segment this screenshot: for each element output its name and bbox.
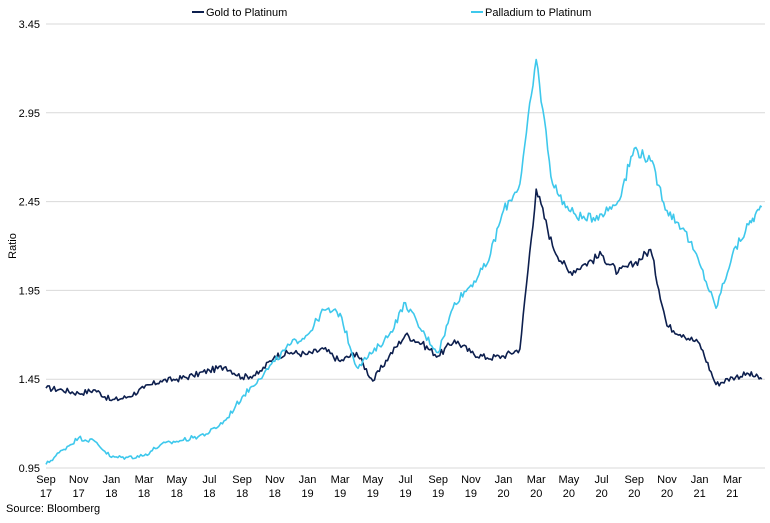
x-tick-label: May xyxy=(362,474,383,486)
legend-label: Gold to Platinum xyxy=(206,7,287,19)
x-tick-label: Sep xyxy=(428,474,448,486)
x-tick-label: Nov xyxy=(69,474,89,486)
legend: Gold to Platinum Palladium to Platinum xyxy=(192,7,591,19)
x-tick-label: May xyxy=(166,474,187,486)
x-tick-label: Sep xyxy=(624,474,644,486)
y-tick-label: 3.45 xyxy=(19,19,40,31)
x-tick-year: 20 xyxy=(628,488,640,500)
x-tick-year: 17 xyxy=(73,488,85,500)
x-tick-year: 20 xyxy=(497,488,509,500)
x-tick-label: Sep xyxy=(36,474,56,486)
x-tick-year: 18 xyxy=(269,488,281,500)
x-tick-label: Nov xyxy=(657,474,677,486)
x-tick-label: Jan xyxy=(691,474,709,486)
x-axis: Sep 17 Nov 17 Jan 18 Mar 18 May 18 Jul 18 Sep 18 Nov 18… xyxy=(36,474,742,500)
x-tick-label: Mar xyxy=(723,474,742,486)
y-tick-label: 0.95 xyxy=(19,463,40,475)
x-tick-label: Jan xyxy=(495,474,513,486)
series-line-gold-platinum xyxy=(45,188,763,402)
source-note: Source: Bloomberg xyxy=(6,503,101,515)
x-tick-year: 20 xyxy=(563,488,575,500)
y-tick-label: 1.95 xyxy=(19,285,40,297)
x-tick-label: Mar xyxy=(331,474,350,486)
x-tick-year: 19 xyxy=(432,488,444,500)
x-tick-year: 18 xyxy=(105,488,117,500)
x-tick-year: 19 xyxy=(301,488,313,500)
x-tick-year: 21 xyxy=(694,488,706,500)
x-tick-label: Mar xyxy=(527,474,546,486)
x-tick-label: Jan xyxy=(299,474,317,486)
legend-label: Palladium to Platinum xyxy=(485,7,591,19)
x-tick-label: May xyxy=(559,474,580,486)
series-lines xyxy=(45,58,763,465)
x-tick-label: Jul xyxy=(398,474,412,486)
x-tick-year: 18 xyxy=(203,488,215,500)
x-tick-label: Nov xyxy=(265,474,285,486)
y-tick-label: 1.45 xyxy=(19,374,40,386)
x-tick-year: 19 xyxy=(367,488,379,500)
gridlines xyxy=(46,23,765,469)
y-tick-label: 2.95 xyxy=(19,108,40,120)
y-tick-label: 2.45 xyxy=(19,197,40,209)
x-tick-year: 19 xyxy=(334,488,346,500)
x-tick-year: 21 xyxy=(726,488,738,500)
x-tick-year: 19 xyxy=(465,488,477,500)
x-tick-label: Sep xyxy=(232,474,252,486)
x-tick-label: Mar xyxy=(135,474,154,486)
x-tick-year: 17 xyxy=(40,488,52,500)
x-tick-label: Jan xyxy=(102,474,120,486)
x-tick-year: 18 xyxy=(236,488,248,500)
x-tick-label: Nov xyxy=(461,474,481,486)
x-tick-year: 20 xyxy=(595,488,607,500)
x-tick-label: Jul xyxy=(202,474,216,486)
x-tick-label: Jul xyxy=(595,474,609,486)
y-axis-label: Ratio xyxy=(7,233,19,259)
x-tick-year: 18 xyxy=(171,488,183,500)
x-tick-year: 19 xyxy=(399,488,411,500)
series-line-palladium-platinum xyxy=(45,58,763,465)
y-axis: 3.45 2.95 2.45 1.95 1.45 0.95 xyxy=(19,19,40,475)
x-tick-year: 18 xyxy=(138,488,150,500)
x-tick-year: 20 xyxy=(661,488,673,500)
x-tick-year: 20 xyxy=(530,488,542,500)
